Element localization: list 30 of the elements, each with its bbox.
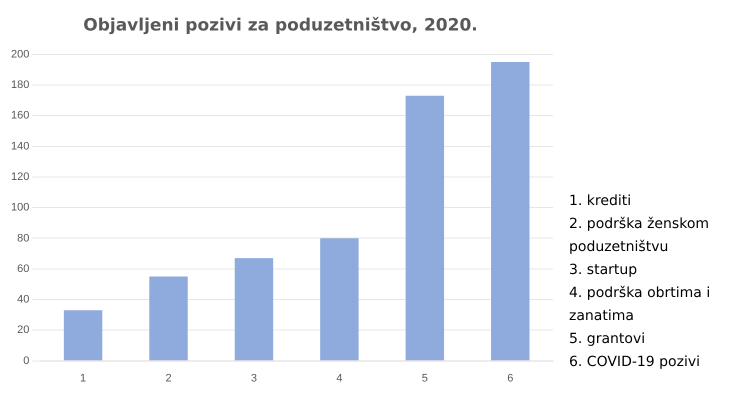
bar — [149, 276, 188, 360]
text: 3. startup — [569, 261, 638, 280]
y-tick-label: 20 — [17, 324, 30, 336]
chart-title: Objavljeni pozivi za poduzetništvo, 2020. — [83, 16, 478, 36]
x-tick-label: 1 — [80, 372, 86, 384]
x-tick-label: 2 — [165, 372, 172, 384]
x-tick-label: 4 — [336, 372, 342, 384]
text: 1. krediti — [569, 192, 632, 211]
bar — [320, 238, 359, 360]
x-tick-label: 3 — [250, 372, 258, 384]
y-tick-label: 0 — [23, 354, 30, 367]
y-tick-label: 180 — [10, 79, 30, 92]
bar — [64, 310, 102, 360]
y-tick-label: 80 — [17, 232, 30, 244]
text: 5. grantovi — [569, 330, 646, 349]
y-tick-label: 160 — [10, 110, 30, 122]
y-tick-label: 60 — [17, 262, 30, 275]
bar — [406, 96, 444, 360]
y-tick-label: 100 — [10, 202, 30, 214]
bar — [234, 258, 274, 360]
text: 2. podrška ženskom poduzetništvu — [569, 215, 710, 257]
y-tick-label: 200 — [10, 48, 30, 60]
x-tick-label: 5 — [422, 372, 428, 384]
y-tick-label: 40 — [17, 294, 30, 306]
x-tick-label: 6 — [507, 372, 514, 384]
text: 6. COVID-19 pozivi — [569, 353, 702, 372]
text: 4. podrška obrtima i zanatima — [569, 284, 712, 326]
y-tick-label: 140 — [10, 140, 30, 152]
y-tick-label: 120 — [10, 170, 30, 183]
bar — [491, 62, 530, 360]
